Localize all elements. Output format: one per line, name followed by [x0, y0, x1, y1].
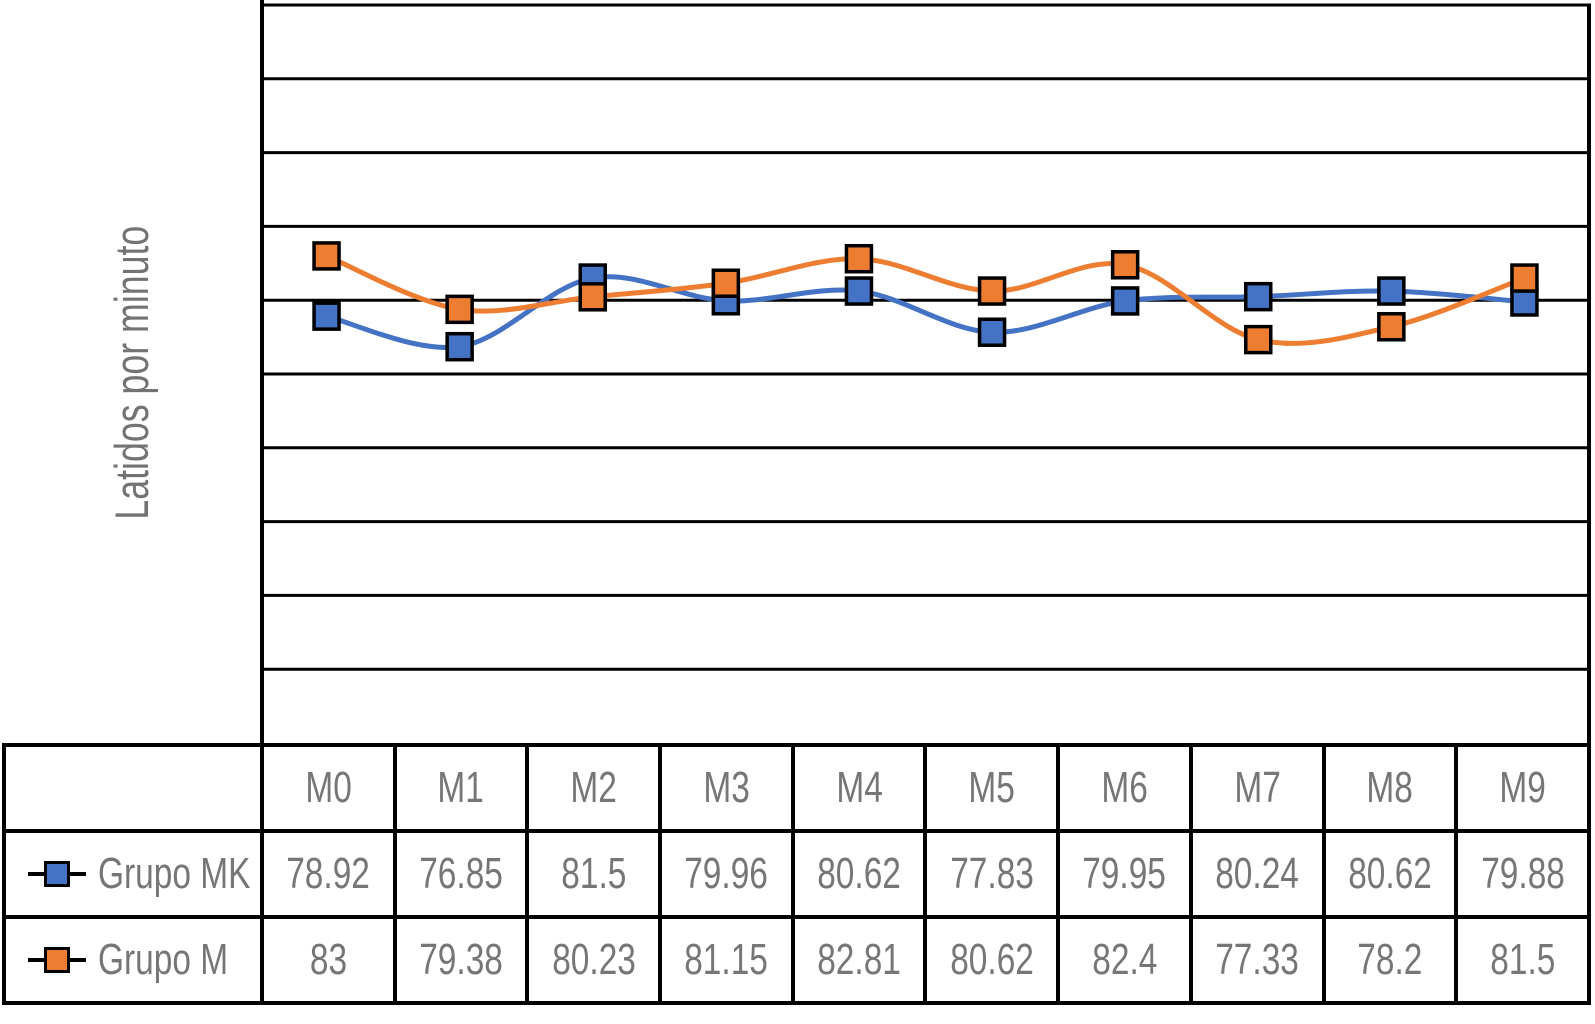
data-point-marker-0: [844, 276, 874, 306]
table-header-cell-M9: M9: [1454, 743, 1591, 833]
data-point-marker-0: [312, 301, 341, 331]
plot-area: [260, 0, 1591, 743]
table-header-cell-M8: M8: [1321, 743, 1459, 833]
category-label: M7: [1233, 763, 1281, 812]
legend-cell-1: Grupo M: [2, 915, 264, 1005]
table-series-row-1: Grupo M 83 79.38 80.23 81.15 82.81 80.62 82.4 77…: [2, 915, 1591, 1005]
value-text: 76.85: [419, 849, 503, 898]
data-point-marker-1: [445, 294, 474, 325]
value-text: 79.88: [1480, 849, 1565, 898]
table-header-row: M0 M1 M2 M3 M4 M5 M6 M7 M8 M9: [2, 743, 1591, 833]
category-label: M3: [703, 763, 750, 812]
table-header-cell-M7: M7: [1188, 743, 1326, 833]
legend-cell-0: Grupo MK: [2, 829, 264, 919]
table-value-cell: 80.62: [923, 915, 1061, 1005]
value-text: 79.95: [1082, 849, 1167, 898]
data-point-marker-1: [1510, 263, 1539, 293]
legend-key-icon: [28, 860, 86, 888]
table-corner-cell: [2, 743, 264, 833]
legend-marker: [44, 861, 70, 887]
category-label: M9: [1499, 763, 1546, 812]
data-point-marker-1: [1110, 250, 1140, 280]
table-header-cell-M4: M4: [790, 743, 928, 833]
value-text: 77.83: [949, 849, 1034, 898]
value-text: 80.24: [1215, 849, 1299, 898]
category-label: M6: [1101, 763, 1148, 812]
table-header-cell-M5: M5: [923, 743, 1061, 833]
table-value-cell: 82.4: [1056, 915, 1193, 1005]
value-text: 80.23: [551, 935, 636, 984]
value-text: 79.96: [684, 849, 769, 898]
table-header-cell-M1: M1: [392, 743, 530, 833]
category-label: M8: [1366, 763, 1414, 812]
value-text: 83: [309, 935, 347, 984]
table-value-cell: 79.96: [658, 829, 795, 919]
value-text: 78.2: [1357, 935, 1423, 984]
table-value-cell: 82.81: [790, 915, 928, 1005]
table-value-cell: 76.85: [392, 829, 530, 919]
data-point-marker-1: [711, 268, 741, 298]
value-text: 80.62: [949, 935, 1034, 984]
legend-marker: [44, 947, 70, 973]
table-header-cell-M0: M0: [260, 743, 397, 833]
data-point-marker-1: [1244, 324, 1273, 355]
category-label: M0: [305, 763, 352, 812]
data-point-marker-1: [1377, 312, 1406, 342]
category-label: M2: [570, 763, 617, 812]
table-value-cell: 79.38: [392, 915, 530, 1005]
value-text: 81.15: [684, 935, 769, 984]
data-point-marker-0: [445, 331, 474, 362]
value-text: 78.92: [286, 849, 371, 898]
table-value-cell: 80.62: [1321, 829, 1459, 919]
legend-key-icon: [28, 946, 86, 974]
series-line-0: [325, 274, 1525, 351]
chart-data-table: M0 M1 M2 M3 M4 M5 M6 M7 M8 M9 Grupo MK 78.92 76.85 81…: [2, 743, 1591, 1005]
data-point-marker-1: [977, 276, 1007, 306]
series-line-1: [325, 253, 1526, 346]
value-text: 81.5: [561, 849, 627, 898]
table-header-cell-M3: M3: [658, 743, 795, 833]
series-name-label: Grupo M: [98, 935, 229, 984]
table-header-cell-M6: M6: [1056, 743, 1193, 833]
category-label: M5: [968, 763, 1016, 812]
value-text: 80.62: [1347, 849, 1432, 898]
table-value-cell: 81.5: [525, 829, 663, 919]
value-text: 77.33: [1215, 935, 1299, 984]
value-text: 81.5: [1490, 935, 1556, 984]
table-value-cell: 80.24: [1188, 829, 1326, 919]
value-text: 82.4: [1091, 935, 1158, 984]
table-value-cell: 78.92: [260, 829, 397, 919]
data-point-marker-0: [1377, 276, 1406, 306]
value-text: 82.81: [817, 935, 901, 984]
table-series-row-0: Grupo MK 78.92 76.85 81.5 79.96 80.62 77.83 79.…: [2, 829, 1591, 919]
table-value-cell: 79.88: [1454, 829, 1591, 919]
value-text: 79.38: [419, 935, 503, 984]
category-label: M1: [437, 763, 485, 812]
data-point-marker-1: [578, 282, 607, 312]
table-value-cell: 80.23: [525, 915, 663, 1005]
category-label: M4: [835, 763, 883, 812]
data-point-marker-0: [1244, 281, 1273, 312]
table-value-cell: 80.62: [790, 829, 928, 919]
legend-entry: Grupo M: [8, 935, 258, 985]
table-value-cell: 77.33: [1188, 915, 1326, 1005]
table-value-cell: 77.83: [923, 829, 1061, 919]
data-point-marker-0: [1510, 287, 1539, 317]
data-point-marker-0: [1110, 286, 1140, 316]
table-header-cell-M2: M2: [525, 743, 663, 833]
value-text: 80.62: [817, 849, 901, 898]
data-point-marker-0: [977, 317, 1007, 347]
table-value-cell: 83: [260, 915, 397, 1005]
data-point-marker-1: [844, 243, 874, 274]
table-value-cell: 81.15: [658, 915, 795, 1005]
table-value-cell: 79.95: [1056, 829, 1193, 919]
series-name-label: Grupo MK: [98, 849, 251, 898]
legend-entry: Grupo MK: [8, 849, 258, 899]
table-value-cell: 81.5: [1454, 915, 1591, 1005]
table-value-cell: 78.2: [1321, 915, 1459, 1005]
data-point-marker-1: [312, 241, 341, 271]
